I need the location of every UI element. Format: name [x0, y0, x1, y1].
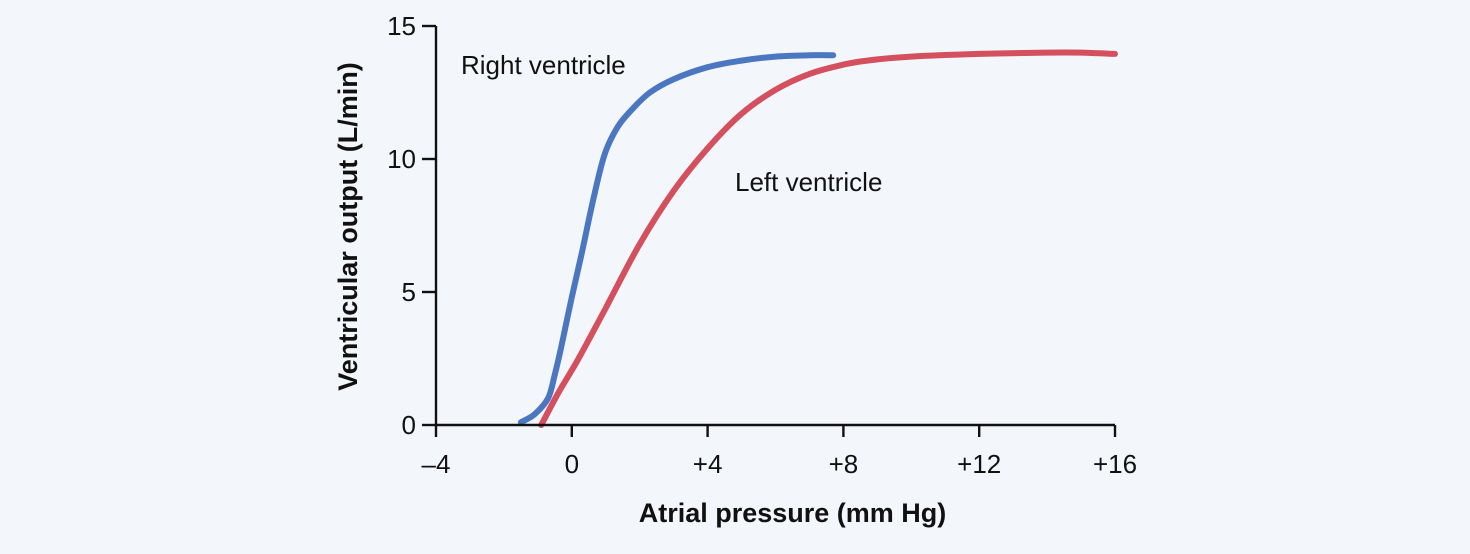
y-axis-title: Ventricular output (L/min) — [333, 62, 363, 391]
right-ventricle-line — [521, 55, 833, 422]
y-axis-ticks: 0 5 10 15 — [387, 11, 436, 440]
x-axis-title: Atrial pressure (mm Hg) — [639, 498, 947, 528]
y-tick-label: 5 — [402, 277, 416, 307]
axes-frame — [436, 26, 1115, 425]
right-ventricle-label: Right ventricle — [461, 50, 626, 80]
y-tick-label: 15 — [387, 11, 416, 41]
series-layer — [521, 52, 1115, 425]
x-tick-label: 0 — [565, 449, 579, 479]
y-tick-label: 0 — [402, 410, 416, 440]
y-tick-label: 10 — [387, 144, 416, 174]
x-tick-label: +16 — [1093, 449, 1137, 479]
x-tick-label: +12 — [957, 449, 1001, 479]
left-ventricle-label: Left ventricle — [735, 167, 882, 197]
x-tick-label: +8 — [829, 449, 859, 479]
x-axis-ticks: –4 0 +4 +8 +12 +16 — [422, 425, 1138, 479]
left-ventricle-line — [541, 52, 1115, 425]
x-tick-label: –4 — [422, 449, 451, 479]
axes — [436, 26, 1115, 425]
x-tick-label: +4 — [693, 449, 723, 479]
